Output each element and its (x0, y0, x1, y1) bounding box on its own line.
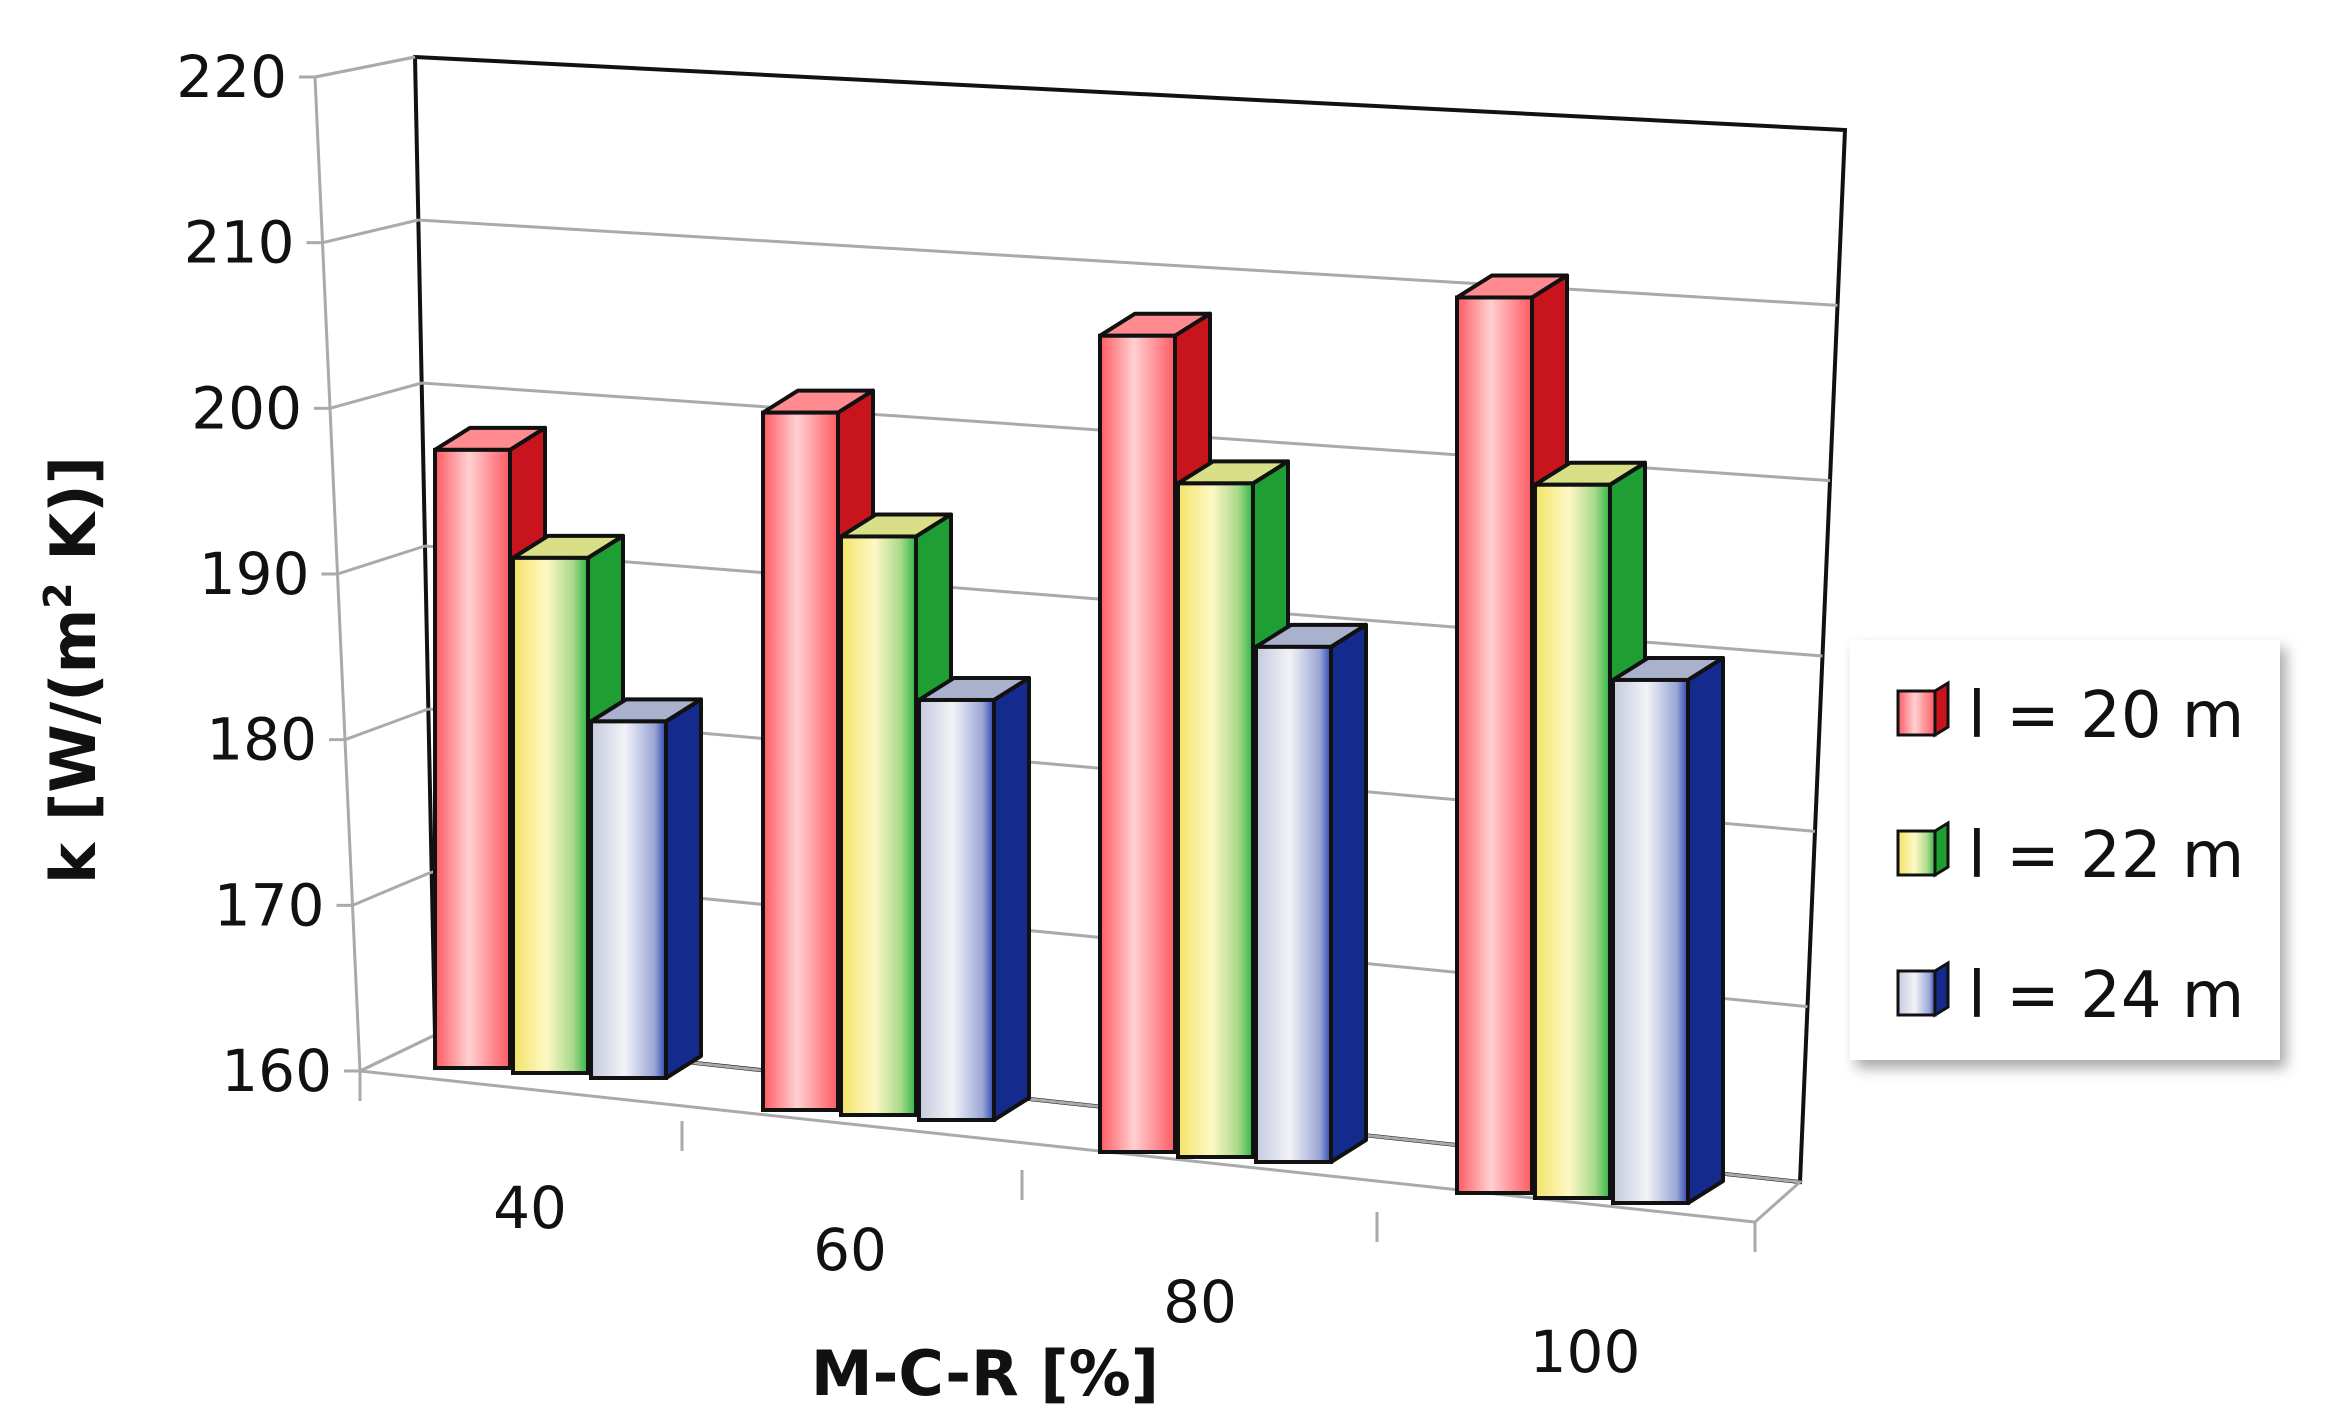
bar-side-face (1329, 622, 1368, 1164)
bar-front-face (589, 719, 668, 1080)
y-axis-label: k [W/(m2 K)] (36, 456, 110, 884)
left-wall-line-220 (314, 55, 416, 79)
bar-100-l-24-m (1611, 655, 1725, 1205)
bar-front-face (1533, 482, 1612, 1200)
bar-40-l-22-m (511, 533, 625, 1075)
legend-swatch (1896, 689, 1937, 737)
y-tick-label-190: 190 (199, 540, 310, 608)
bar-60-l-24-m (917, 675, 1031, 1122)
legend-swatch-side (1933, 820, 1950, 878)
bar-front-face (839, 534, 918, 1117)
x-tick-label-100: 100 (1530, 1318, 1641, 1386)
bar-side-face (1686, 655, 1725, 1205)
y-axis-label-tail: K)] (37, 456, 110, 582)
gridline-210 (418, 218, 1838, 307)
bar-front-face (1611, 677, 1690, 1205)
legend-label: l = 20 m (1968, 679, 2244, 753)
legend-swatch (1896, 969, 1937, 1017)
bar-front-face (917, 697, 996, 1122)
bar-side-face (992, 675, 1031, 1122)
left-wall-line-190 (337, 544, 426, 576)
legend-label: l = 22 m (1968, 819, 2244, 893)
x-tick-label-80: 80 (1163, 1268, 1237, 1336)
legend-item-1: l = 22 m (1896, 819, 2244, 893)
x-axis-label: M-C-R [%] (811, 1337, 1159, 1410)
y-tick-label-180: 180 (206, 706, 317, 774)
y-tick-label-160: 160 (221, 1037, 332, 1105)
bar-front-face (1455, 295, 1534, 1196)
x-tick-label-40: 40 (493, 1174, 567, 1242)
y-axis-label-main: k [W/(m (37, 609, 110, 884)
legend: l = 20 m l = 22 m l = 24 m (1850, 640, 2280, 1060)
bar-front-face (1254, 644, 1333, 1164)
bar-40-l-24-m (589, 697, 703, 1080)
y-tick-label-200: 200 (191, 374, 302, 442)
bar-front-face (511, 555, 590, 1075)
y-tick-label-220: 220 (176, 43, 287, 111)
floor-outline (354, 1033, 1804, 1224)
left-wall-line-180 (344, 707, 429, 742)
bar-front-face (1176, 481, 1255, 1159)
left-wall-line-200 (329, 381, 423, 410)
legend-item-2: l = 24 m (1896, 959, 2244, 1033)
legend-swatch-side (1933, 680, 1950, 738)
legend-item-0: l = 20 m (1896, 679, 2244, 753)
legend-label: l = 24 m (1968, 959, 2244, 1033)
y-tick-label-170: 170 (214, 871, 325, 939)
left-wall-line-170 (351, 870, 433, 907)
bar-side-face (664, 697, 703, 1080)
floor-outline-path (354, 1033, 1804, 1224)
left-wall-line-210 (322, 218, 419, 245)
legend-swatch (1896, 829, 1937, 877)
y-tick-label-210: 210 (184, 209, 295, 277)
bar-front-face (1098, 333, 1177, 1155)
x-axis-ticks: 40 60 80 100 (358, 1071, 1757, 1386)
y-axis-label-superscript: 2 (36, 582, 80, 608)
bar-80-l-24-m (1254, 622, 1368, 1164)
bars (433, 273, 1725, 1205)
bar-front-face (433, 447, 512, 1071)
legend-swatch-side (1933, 960, 1950, 1018)
x-tick-label-60: 60 (813, 1216, 887, 1284)
bar-front-face (761, 410, 840, 1113)
y-axis-ticks: 160 170 180 190 200 210 220 (176, 43, 360, 1105)
